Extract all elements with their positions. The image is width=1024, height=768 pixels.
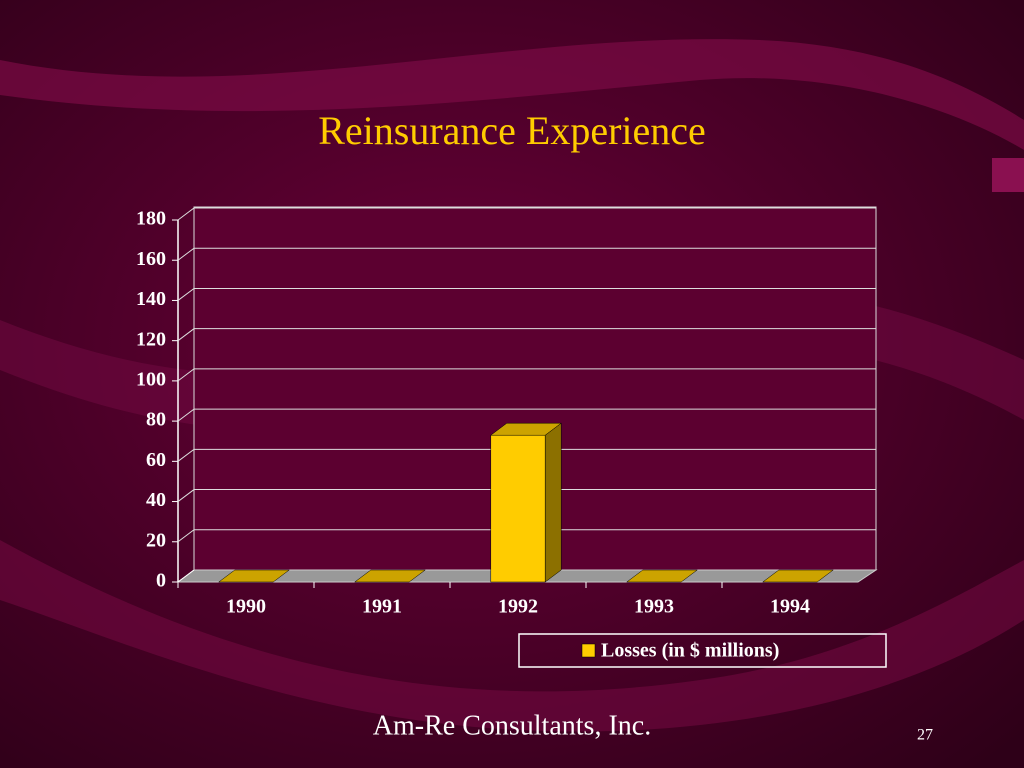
grid-line [177, 287, 876, 301]
y-tick-label: 100 [136, 368, 166, 390]
y-tick-label: 120 [136, 328, 166, 350]
swoosh [0, 39, 1024, 150]
accent [992, 158, 1024, 192]
grid-line [177, 368, 876, 382]
grid-line [177, 328, 876, 342]
axis-edge [177, 569, 195, 583]
legend-swatch [581, 643, 596, 658]
bar-top [626, 569, 698, 583]
swoosh [0, 540, 1024, 732]
chart-title: Reinsurance Experience [318, 108, 706, 153]
x-tick-label: 1990 [226, 596, 266, 618]
legend-label: Losses (in $ millions) [601, 640, 779, 662]
grid-line [177, 448, 876, 462]
bar-top [218, 569, 290, 583]
grid-line [177, 247, 876, 261]
y-tick-label: 140 [136, 288, 166, 310]
grid-line [177, 408, 876, 422]
y-tick-label: 160 [136, 248, 166, 270]
grid-line [177, 489, 876, 502]
legend-box [518, 633, 887, 668]
bar-front [490, 434, 546, 583]
bar-top [762, 569, 834, 583]
x-tick-label: 1991 [362, 596, 402, 618]
footer-text: Am-Re Consultants, Inc. [373, 710, 651, 741]
y-tick-label: 0 [156, 570, 166, 592]
y-tick-label: 40 [146, 489, 166, 511]
x-tick-label: 1994 [770, 596, 810, 618]
bar-side [544, 422, 562, 583]
bar-top [354, 569, 426, 583]
bar-top [490, 422, 562, 436]
y-tick-label: 20 [146, 529, 166, 551]
grid-line [177, 207, 876, 221]
x-tick-label: 1993 [634, 596, 674, 618]
y-tick-label: 60 [146, 449, 166, 471]
y-tick-label: 80 [146, 409, 166, 431]
x-tick-label: 1992 [498, 596, 538, 618]
y-tick-label: 180 [136, 208, 166, 230]
grid-line [177, 529, 876, 543]
page-number: 27 [917, 727, 933, 744]
